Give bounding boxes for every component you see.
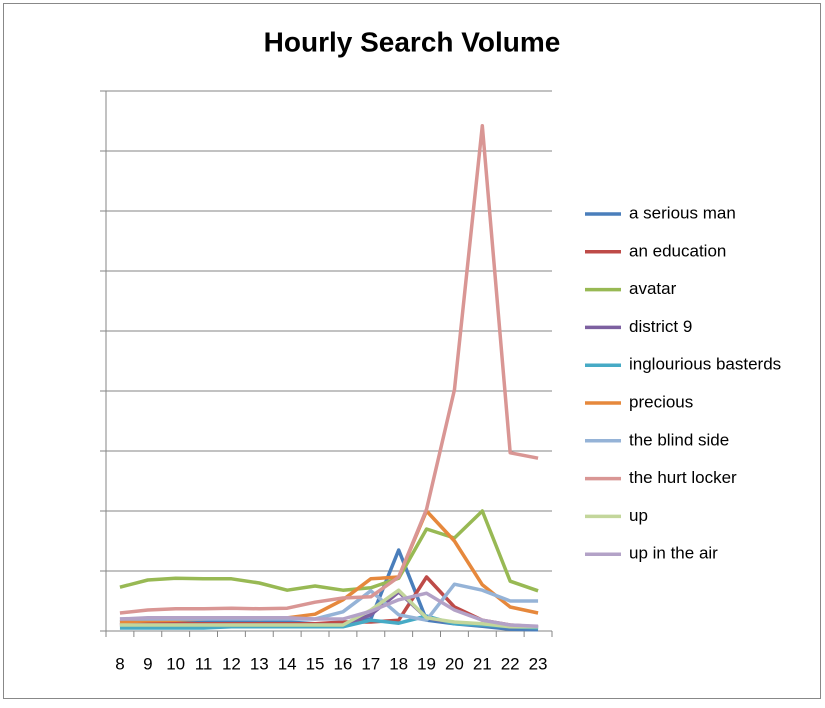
x-tick-label: 18 [389, 654, 408, 673]
legend-label: up [629, 506, 648, 525]
x-tick-label: 21 [473, 654, 492, 673]
legend-label: the blind side [629, 430, 729, 449]
legend-label: an education [629, 241, 726, 260]
x-tick-label: 20 [445, 654, 464, 673]
x-tick-label: 9 [143, 654, 152, 673]
x-tick-label: 12 [222, 654, 241, 673]
x-tick-label: 19 [417, 654, 436, 673]
x-tick-label: 13 [250, 654, 269, 673]
legend-label: the hurt locker [629, 468, 737, 487]
x-tick-label: 11 [195, 654, 213, 673]
series-line [119, 591, 539, 628]
legend-label: a serious man [629, 203, 736, 222]
x-tick-label: 14 [278, 654, 297, 673]
chart-frame [3, 3, 821, 699]
series-line [119, 124, 539, 615]
x-tick-label: 17 [361, 654, 380, 673]
series-line [119, 509, 539, 593]
chart-title: Hourly Search Volume [264, 26, 561, 57]
x-tick-label: 15 [306, 654, 325, 673]
legend-label: up in the air [629, 544, 718, 563]
x-tick-label: 8 [115, 654, 124, 673]
legend-label: avatar [629, 279, 677, 298]
legend-label: precious [629, 392, 693, 411]
x-tick-label: 16 [333, 654, 352, 673]
x-tick-label: 22 [501, 654, 520, 673]
x-tick-label: 10 [166, 654, 185, 673]
legend-label: inglourious basterds [629, 355, 781, 374]
series-line [119, 588, 539, 629]
legend-label: district 9 [629, 317, 692, 336]
x-tick-label: 23 [529, 654, 548, 673]
